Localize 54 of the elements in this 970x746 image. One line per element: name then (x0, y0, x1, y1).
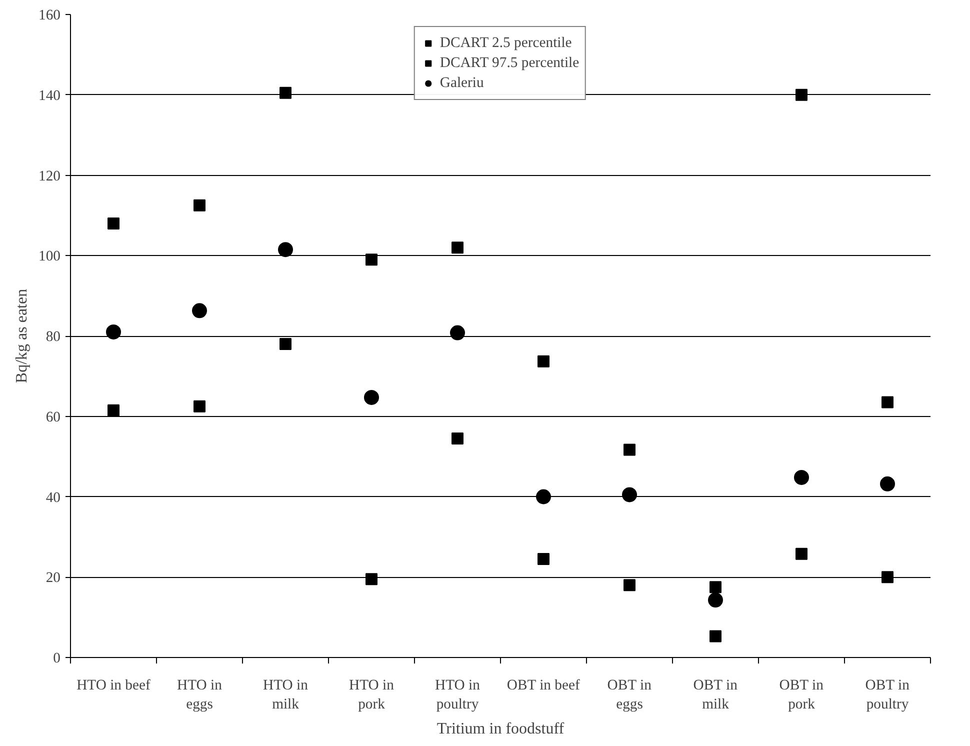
point (708, 592, 723, 608)
x-tick-label: HTO in beef (76, 678, 151, 694)
x-tick-label: HTO in pork (349, 678, 395, 713)
point (882, 571, 894, 584)
y-tick-label: 140 (38, 88, 60, 104)
point (108, 404, 120, 416)
point (192, 303, 207, 318)
point (364, 390, 379, 405)
point (710, 630, 722, 642)
point (108, 217, 120, 230)
x-tick-label: OBT in beef (506, 678, 580, 694)
x-tick-label: OBT in poultry (865, 678, 910, 713)
point (194, 199, 206, 212)
legend-label: DCART 2.5 percentile (440, 34, 572, 52)
x-tick-label: OBT in eggs (607, 678, 652, 713)
point (280, 86, 292, 99)
point (710, 581, 722, 594)
legend-label: Galeriu (440, 74, 484, 92)
x-axis-title: Tritium in foodstuff (436, 720, 565, 738)
point (794, 470, 809, 485)
point (796, 548, 808, 560)
point (624, 579, 636, 592)
point (880, 476, 895, 492)
point (280, 338, 292, 350)
point (194, 400, 206, 412)
point (538, 355, 550, 368)
point (366, 254, 378, 266)
y-tick-label: 60 (46, 409, 60, 426)
point (536, 489, 551, 504)
point (538, 553, 550, 566)
y-tick-label: 100 (38, 248, 60, 265)
y-tick-label: 80 (46, 329, 60, 345)
x-tick-label: OBT in pork (779, 678, 824, 713)
y-tick-label: 0 (53, 650, 60, 666)
point (796, 88, 808, 101)
legend-label: DCART 97.5 percentile (440, 54, 580, 72)
x-tick-label: OBT in milk (693, 678, 738, 713)
x-tick-label: HTO in milk (263, 678, 309, 713)
x-tick-label: HTO in poultry (435, 678, 481, 713)
point (452, 432, 464, 444)
point (624, 444, 636, 456)
point (366, 573, 378, 586)
y-axis-title: Bq/kg as eaten (14, 288, 31, 384)
y-tick-label: 40 (46, 490, 60, 506)
point (278, 242, 293, 258)
x-tick-label: HTO in eggs (177, 678, 223, 713)
point (882, 396, 894, 408)
point (106, 324, 121, 340)
y-tick-label: 120 (38, 168, 60, 184)
y-tick-label: 20 (46, 570, 60, 586)
point (452, 242, 464, 254)
point (450, 325, 465, 340)
point (622, 487, 637, 502)
y-tick-label: 160 (38, 8, 60, 24)
